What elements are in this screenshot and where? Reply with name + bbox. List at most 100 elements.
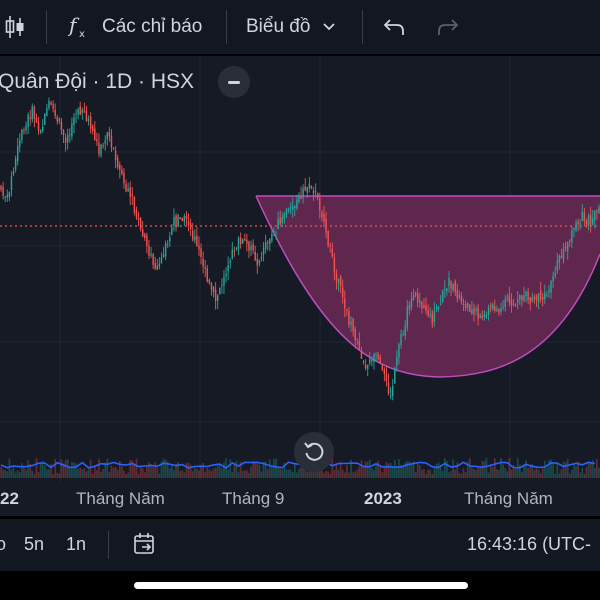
candle-body (39, 129, 42, 133)
volume-bar (510, 469, 513, 478)
date-range-button[interactable] (132, 531, 158, 562)
volume-bar (54, 459, 57, 478)
volume-bar (529, 465, 532, 478)
candle-body (598, 206, 600, 214)
candle-body (141, 229, 144, 237)
volume-bar (554, 473, 557, 478)
candle-body (456, 289, 459, 299)
bottom-bar: o 5n 1n 16:43:16 (UTC- (0, 518, 600, 571)
candle-body (260, 257, 263, 259)
price-chart[interactable] (0, 56, 600, 482)
volume-bar (331, 458, 334, 478)
candlestick-icon-button[interactable] (4, 8, 28, 46)
candle-body (79, 106, 81, 115)
candle-body (112, 147, 115, 149)
range-1d-button[interactable]: 1n (66, 534, 87, 554)
candle-body (239, 237, 242, 245)
volume-bar (168, 468, 171, 478)
volume-bar (391, 465, 394, 478)
candle-body (383, 368, 386, 374)
volume-bar (64, 459, 67, 478)
candle-body (252, 243, 254, 251)
candle-body (123, 172, 125, 184)
volume-bar (502, 464, 504, 478)
volume-bar (504, 468, 507, 478)
candle-body (469, 304, 471, 313)
candle-body (529, 297, 531, 304)
range-5d-button[interactable]: 5n (24, 534, 45, 554)
volume-bar (193, 467, 196, 478)
volume-bar (191, 471, 194, 478)
candlestick-icon (5, 16, 24, 38)
candle-body (291, 206, 294, 210)
candle-body (91, 126, 94, 132)
volume-bar (158, 473, 161, 478)
indicators-button[interactable]: f x Các chỉ báo (66, 8, 202, 46)
candle-body (381, 365, 384, 370)
volume-bar (143, 472, 146, 478)
symbol-title: Quân Đội · 1D · HSX (0, 70, 195, 93)
volume-bar (402, 466, 404, 478)
chart-type-button[interactable]: Biểu đồ (246, 8, 336, 46)
candle-body (373, 354, 375, 362)
candle-body (352, 318, 354, 332)
volume-bar (139, 466, 142, 478)
symbol-legend[interactable]: Quân Đội · 1D · HSX (0, 70, 194, 94)
candle-body (287, 207, 290, 212)
candle-body (400, 334, 402, 346)
candle-body (371, 359, 373, 362)
candle-body (289, 206, 292, 208)
candle-body (37, 122, 40, 131)
chevron-down-icon (323, 23, 336, 31)
volume-bar (350, 459, 352, 478)
candle-body (12, 171, 15, 175)
candle-body (125, 183, 127, 192)
candle-body (323, 214, 325, 222)
volume-bar (379, 465, 382, 478)
candle-body (569, 240, 571, 242)
volume-bar (179, 471, 182, 478)
chart-pane[interactable]: Quân Đội · 1D · HSX (0, 56, 600, 516)
volume-bar (381, 472, 384, 478)
undo-button[interactable] (382, 8, 406, 46)
time-axis[interactable]: 22 Tháng Năm Tháng 9 2023 Tháng Năm (0, 482, 600, 514)
volume-bar (477, 467, 479, 478)
volume-bar (171, 465, 173, 478)
candles (0, 97, 600, 401)
reset-chart-button[interactable] (294, 432, 334, 472)
candle-body (389, 395, 392, 397)
volume-bar (489, 465, 492, 478)
volume-bar (433, 468, 436, 478)
candle-body (225, 273, 227, 277)
volume-bar (575, 466, 577, 478)
volume-bar (141, 468, 144, 478)
volume-bar (500, 458, 502, 478)
clock-timezone[interactable]: 16:43:16 (UTC- (467, 534, 592, 554)
volume-bar (427, 469, 429, 478)
volume-bar (439, 464, 442, 478)
candle-body (446, 288, 448, 292)
candle-body (566, 242, 569, 252)
candle-body (264, 242, 267, 249)
candle-body (212, 286, 215, 293)
collapse-legend-button[interactable] (218, 66, 250, 98)
volume-bar (152, 467, 154, 478)
volume-bar (556, 463, 559, 478)
volume-bar (464, 472, 467, 478)
volume-bar (114, 466, 117, 478)
cup-pattern[interactable] (256, 196, 600, 377)
volume-bar (543, 460, 546, 478)
candle-body (477, 307, 479, 320)
volume-bar (39, 462, 42, 478)
candle-body (275, 231, 277, 233)
candle-body (233, 250, 236, 253)
candle-body (279, 217, 281, 225)
candle-body (579, 223, 581, 225)
candle-body (531, 297, 534, 302)
volume-bar (373, 470, 375, 478)
range-button[interactable]: o (0, 534, 7, 554)
volume-bar (206, 468, 209, 478)
volume-bar (50, 464, 52, 478)
redo-button[interactable] (436, 8, 460, 46)
volume-bar (133, 464, 136, 478)
